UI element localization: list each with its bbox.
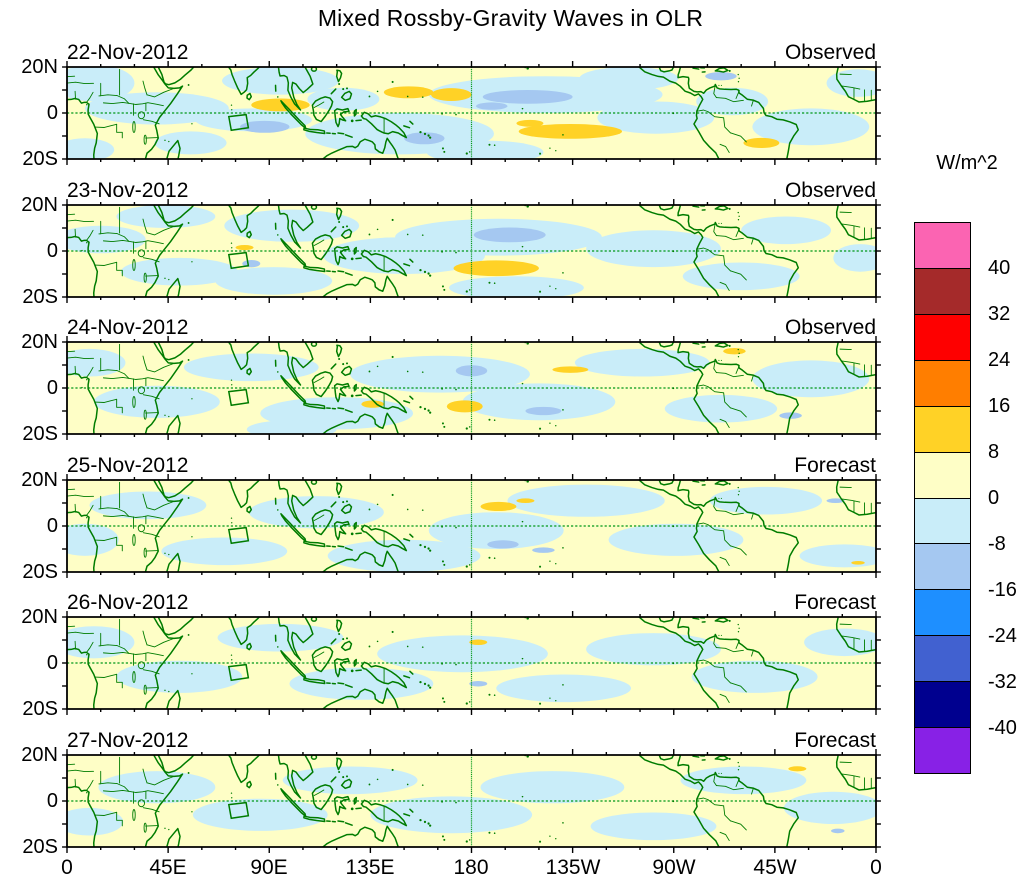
colorbar-cell <box>915 727 970 774</box>
colorbar-cell <box>915 359 970 406</box>
panel-4-header: 25-Nov-2012 Forecast <box>67 454 876 478</box>
x-axis-label: 45W <box>753 856 797 879</box>
panel-2-date: 23-Nov-2012 <box>67 179 189 202</box>
x-axis-label: 135W <box>545 856 601 879</box>
y-axis-label: 20S <box>22 148 58 170</box>
colorbar-cell <box>915 223 970 268</box>
map-panel-2 <box>67 205 876 297</box>
panel-4-source: Forecast <box>794 454 876 477</box>
y-axis-label: 20N <box>21 194 58 216</box>
y-axis-label: 20S <box>22 286 58 308</box>
x-axis-label: 90E <box>250 856 288 879</box>
colorbar-tick-label: 8 <box>988 441 1000 463</box>
map-canvas <box>67 342 876 434</box>
chart-title: Mixed Rossby-Gravity Waves in OLR <box>317 5 704 31</box>
x-axis-label: 180 <box>453 856 489 879</box>
y-axis-label: 20N <box>21 331 58 353</box>
y-axis-label: 0 <box>46 102 58 124</box>
panel-4-date: 25-Nov-2012 <box>67 454 189 477</box>
colorbar-tick-label: -16 <box>988 579 1017 601</box>
map-panel-5 <box>67 617 876 709</box>
y-axis-label: 20S <box>22 423 58 445</box>
y-axis-label: 20N <box>21 56 58 78</box>
panel-5-date: 26-Nov-2012 <box>67 591 189 614</box>
y-axis-label: 20S <box>22 698 58 720</box>
map-canvas <box>67 755 876 847</box>
colorbar-cell <box>915 405 970 452</box>
panel-5-source: Forecast <box>794 591 876 614</box>
colorbar-unit-label: W/m^2 <box>936 152 998 174</box>
x-axis-label: 0 <box>870 856 882 879</box>
colorbar-tick-label: -8 <box>988 533 1006 555</box>
x-axis-label: 45E <box>149 856 187 879</box>
colorbar-cell <box>915 313 970 360</box>
y-axis-label: 0 <box>46 515 58 537</box>
map-panel-1 <box>67 67 876 159</box>
panel-3-source: Observed <box>784 316 876 339</box>
colorbar-tick-label: -40 <box>988 717 1017 739</box>
x-axis-label: 135E <box>345 856 395 879</box>
map-canvas <box>67 67 876 159</box>
y-axis-label: 0 <box>46 377 58 399</box>
x-axis-label: 90W <box>652 856 696 879</box>
colorbar-cell <box>915 497 970 544</box>
map-panel-3 <box>67 342 876 434</box>
colorbar-cell <box>915 681 970 728</box>
colorbar-tick-label: 0 <box>988 487 1000 509</box>
panel-1-date: 22-Nov-2012 <box>67 41 189 64</box>
panel-2-header: 23-Nov-2012 Observed <box>67 179 876 203</box>
panel-6-date: 27-Nov-2012 <box>67 729 189 752</box>
colorbar-cell <box>915 543 970 590</box>
colorbar-tick-label: 32 <box>988 303 1011 325</box>
panel-2-source: Observed <box>784 179 876 202</box>
panel-1-header: 22-Nov-2012 Observed <box>67 41 876 65</box>
colorbar-tick-label: -32 <box>988 671 1017 693</box>
panel-6-header: 27-Nov-2012 Forecast <box>67 729 876 753</box>
y-axis-label: 0 <box>46 240 58 262</box>
colorbar-tick-label: 24 <box>988 349 1011 371</box>
colorbar-tick-label: -24 <box>988 625 1017 647</box>
colorbar-tick-label: 16 <box>988 395 1011 417</box>
panel-3-date: 24-Nov-2012 <box>67 316 189 339</box>
y-axis-label: 20N <box>21 469 58 491</box>
y-axis-label: 20S <box>22 561 58 583</box>
map-canvas <box>67 480 876 572</box>
colorbar-cell <box>915 589 970 636</box>
y-axis-label: 0 <box>46 652 58 674</box>
y-axis-label: 20N <box>21 744 58 766</box>
map-panel-6 <box>67 755 876 847</box>
colorbar-cell <box>915 451 970 498</box>
y-axis-label: 20N <box>21 606 58 628</box>
panel-6-source: Forecast <box>794 729 876 752</box>
y-axis-label: 0 <box>46 790 58 812</box>
x-axis-label: 0 <box>61 856 73 879</box>
panel-5-header: 26-Nov-2012 Forecast <box>67 591 876 615</box>
y-axis-label: 20S <box>22 836 58 858</box>
panel-1-source: Observed <box>784 41 876 64</box>
panel-3-header: 24-Nov-2012 Observed <box>67 316 876 340</box>
colorbar-cell <box>915 267 970 314</box>
map-panel-4 <box>67 480 876 572</box>
colorbar-tick-label: 40 <box>988 257 1011 279</box>
colorbar <box>914 222 971 774</box>
map-canvas <box>67 617 876 709</box>
map-canvas <box>67 205 876 297</box>
colorbar-cell <box>915 635 970 682</box>
